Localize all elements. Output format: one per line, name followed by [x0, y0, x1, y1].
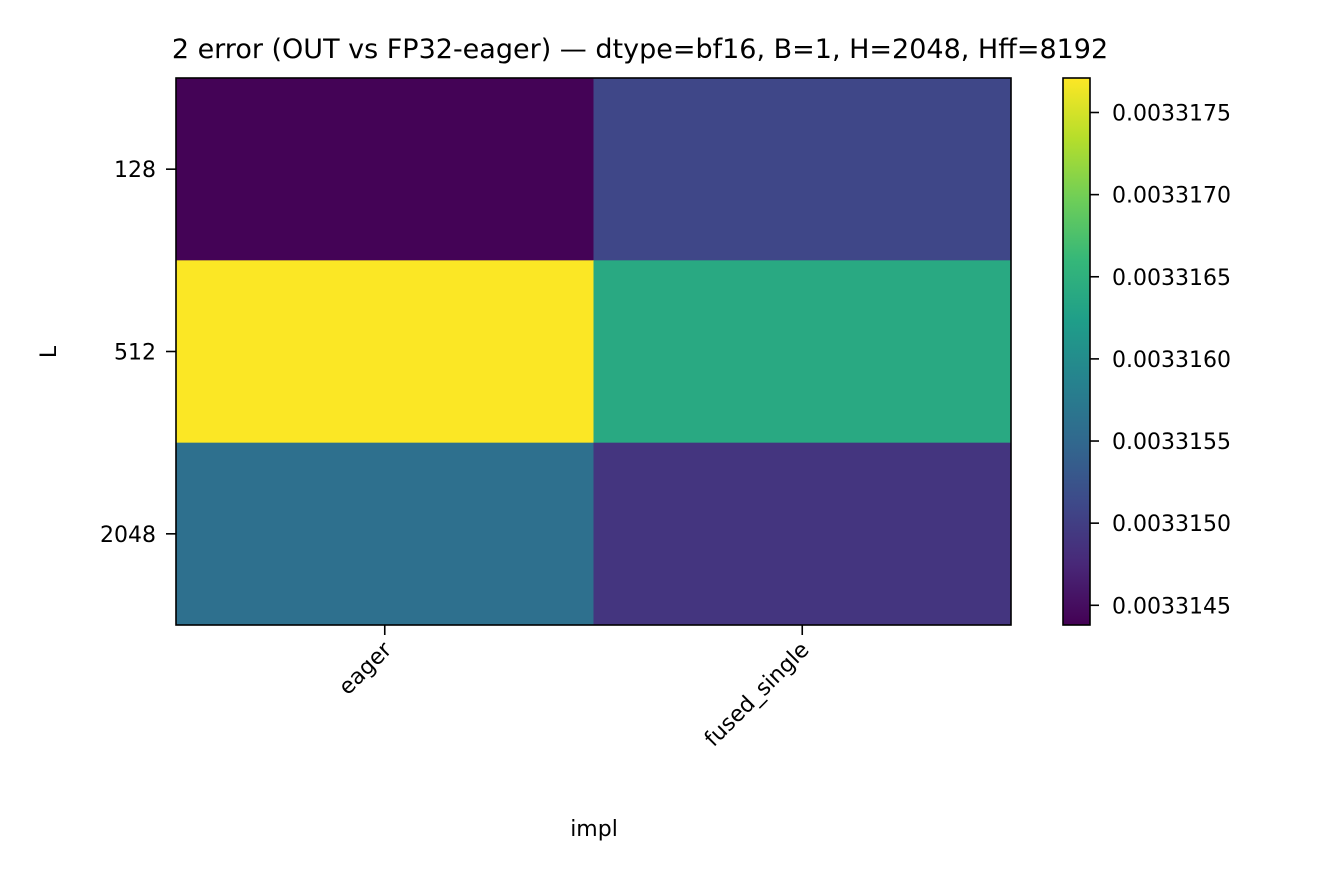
- x-tick-label: eager: [334, 637, 397, 700]
- heatmap-cell: [593, 78, 1012, 261]
- colorbar-tick-label: 0.0033150: [1112, 512, 1231, 537]
- colorbar-tick-label: 0.0033145: [1112, 594, 1231, 619]
- x-axis-label: impl: [570, 817, 618, 842]
- heatmap-cells: [176, 78, 1012, 626]
- heatmap-cell: [176, 260, 594, 444]
- colorbar-tick-label: 0.0033175: [1112, 101, 1231, 126]
- x-axis: eager fused_single: [334, 625, 814, 752]
- colorbar-ticks: 0.0033145 0.0033150 0.0033155 0.0033160 0.00…: [1090, 101, 1231, 619]
- heatmap-cell: [176, 78, 594, 261]
- colorbar-tick-label: 0.0033160: [1112, 348, 1231, 373]
- chart-title: 2 error (OUT vs FP32-eager) — dtype=bf16…: [172, 34, 1108, 65]
- y-tick-label: 2048: [100, 523, 156, 548]
- colorbar-tick-label: 0.0033165: [1112, 266, 1231, 291]
- colorbar: [1062, 77, 1091, 626]
- heatmap-cell: [176, 442, 594, 626]
- y-axis: 128 512 2048: [100, 158, 176, 548]
- y-tick-label: 128: [114, 158, 156, 183]
- y-axis-label: L: [37, 345, 62, 358]
- colorbar-tick-label: 0.0033170: [1112, 184, 1231, 209]
- colorbar-tick-label: 0.0033155: [1112, 430, 1231, 455]
- heatmap-cell: [593, 442, 1012, 626]
- y-tick-label: 512: [114, 341, 156, 366]
- x-tick-label: fused_single: [700, 638, 814, 752]
- heatmap-cell: [593, 260, 1012, 444]
